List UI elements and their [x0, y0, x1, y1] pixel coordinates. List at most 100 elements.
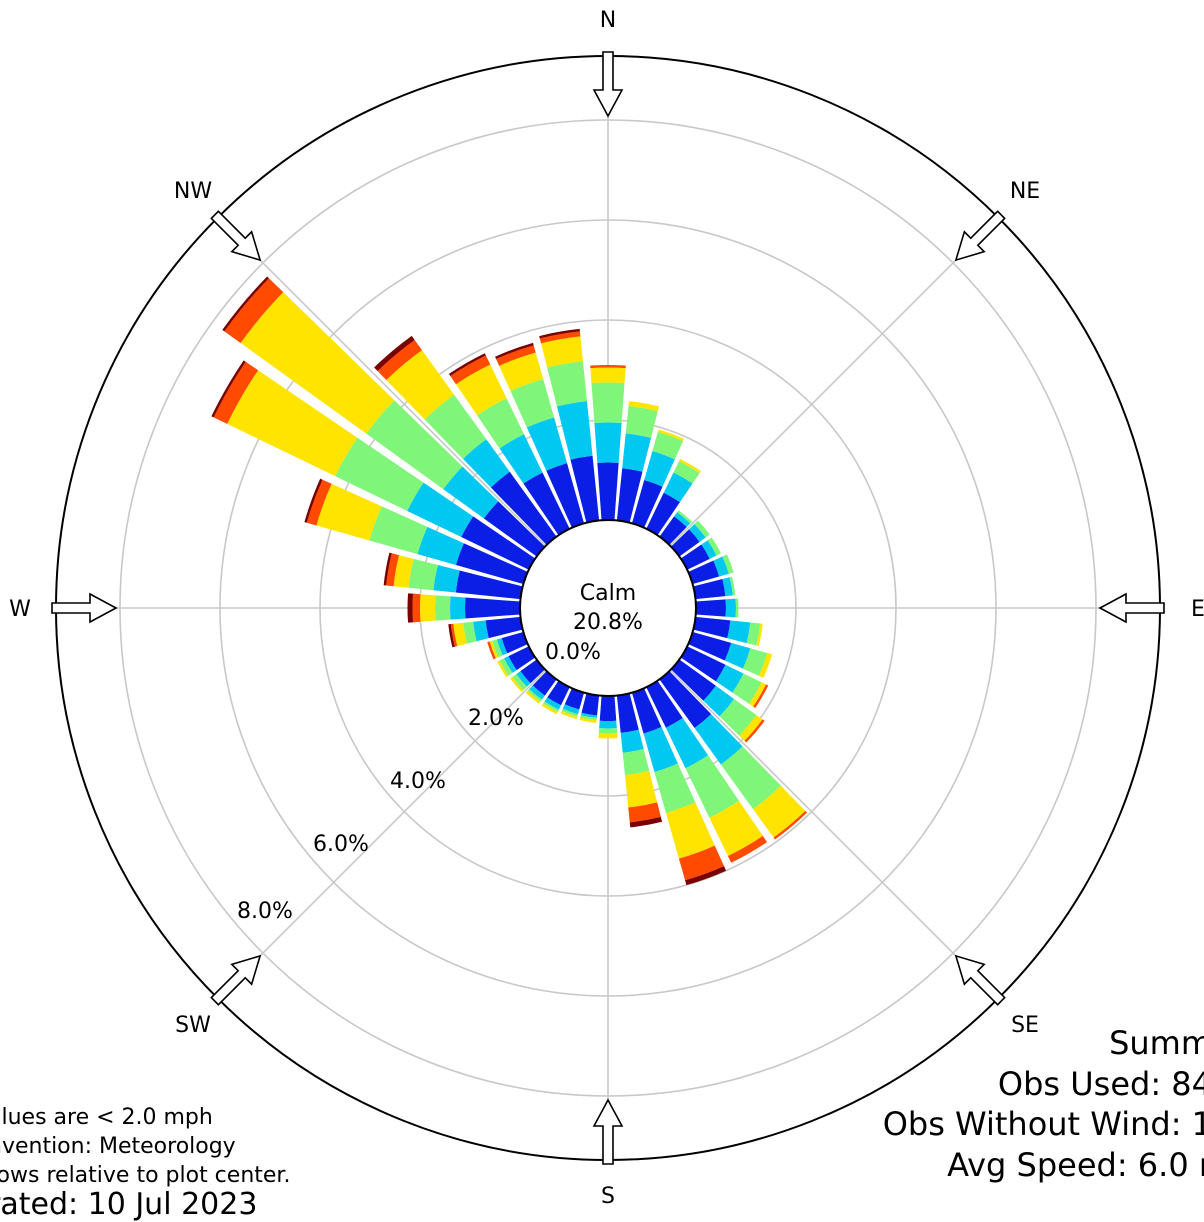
wind-bar-segment	[579, 717, 597, 723]
wind-bar-segment	[562, 704, 580, 715]
wind-bar-segment	[546, 463, 585, 528]
wind-bar-segment	[335, 437, 424, 511]
wind-bar-segment	[654, 763, 696, 813]
wind-bar-segment	[490, 471, 557, 545]
wind-bar-segment	[556, 401, 593, 460]
wind-bar-segment	[624, 770, 658, 808]
wind-bar-segment	[756, 623, 763, 647]
wind-bar-segment	[304, 478, 323, 523]
note-line-1: alues are < 2.0 mph	[0, 1105, 213, 1130]
wind-bar-segment	[735, 598, 739, 618]
wind-bar-segment	[222, 276, 269, 332]
wind-bar-segment	[685, 866, 727, 886]
wind-bar-segment	[539, 331, 581, 344]
wind-bar-segment	[590, 367, 626, 384]
wind-bar-segment	[659, 671, 712, 729]
wind-bar-segment	[544, 697, 561, 710]
direction-arrows	[51, 51, 1165, 1165]
wind-bar-segment	[561, 708, 578, 717]
wind-bar-segment	[435, 595, 451, 621]
wind-bar-segment	[620, 729, 644, 753]
wind-bar-segment	[433, 564, 460, 593]
wind-bar-segment	[455, 543, 528, 585]
direction-arrow	[51, 592, 118, 624]
wind-bar-segment	[366, 400, 463, 490]
wind-bar-segment	[644, 451, 675, 487]
wind-bar-segment	[744, 719, 765, 743]
summary-title: Summ	[1109, 1024, 1204, 1062]
wind-bar-segment	[316, 483, 382, 541]
grid-spoke	[669, 669, 999, 999]
wind-bar-segment	[680, 646, 726, 682]
wind-bar-segment	[646, 492, 680, 536]
wind-bar-segment	[722, 554, 734, 574]
wind-bar-segment	[408, 558, 438, 591]
wind-bar-segment	[671, 529, 700, 557]
wind-bar-segment	[523, 472, 570, 536]
wind-bar-segment	[487, 641, 496, 660]
direction-label-e: E	[1191, 597, 1204, 622]
wind-bar-segment	[455, 364, 507, 416]
direction-arrow	[1098, 592, 1165, 624]
wind-bar-segment	[455, 570, 523, 600]
wind-bar-segment	[580, 715, 597, 721]
wind-bar-segment	[597, 462, 619, 521]
wind-bar-segment	[581, 693, 600, 716]
wind-bar-segment	[564, 688, 585, 710]
wind-bar-segment	[673, 461, 700, 484]
wind-bar-segment	[240, 292, 395, 434]
wind-bar-segment	[703, 685, 735, 717]
wind-bar-segment	[477, 398, 525, 449]
wind-bar-segment	[417, 526, 464, 565]
wind-bar-segment	[665, 718, 709, 769]
wind-bar-segment	[227, 370, 358, 477]
direction-arrow	[954, 210, 1006, 262]
direction-label-ne: NE	[1010, 179, 1040, 204]
summary-avg-speed: Avg Speed: 6.0 r	[947, 1146, 1204, 1184]
wind-bar-segment	[707, 537, 721, 556]
wind-bar-segment	[749, 682, 767, 707]
wind-bar-segment	[374, 335, 415, 372]
grid-spoke	[217, 217, 547, 547]
wind-bar-segment	[407, 593, 414, 623]
wind-bar-segment	[461, 516, 536, 570]
wind-bar-segment	[622, 749, 650, 776]
wind-bar-segment	[727, 835, 768, 863]
wind-bar-segment	[510, 677, 524, 693]
wind-bar-segment	[709, 800, 763, 857]
direction-arrow	[210, 954, 262, 1006]
ring-label: 8.0%	[237, 899, 293, 924]
wind-bar-segment	[504, 656, 517, 673]
wind-bar-segment	[543, 701, 559, 712]
note-line-2: nvention: Meteorology	[0, 1134, 236, 1159]
wind-bar-segment	[685, 755, 739, 818]
wind-bar-segment	[485, 616, 523, 639]
direction-label-sw: SW	[175, 1013, 211, 1038]
wind-bar-segment	[746, 622, 761, 646]
wind-bar-segment	[499, 658, 513, 676]
wind-bar-segment	[674, 512, 691, 527]
wind-bar-segment	[652, 431, 684, 460]
wind-bar-segment	[722, 577, 733, 597]
wind-bar-segment	[701, 540, 717, 559]
wind-bar-segment	[532, 671, 557, 696]
summary-obs-used: Obs Used: 84	[997, 1065, 1204, 1103]
direction-arrow	[954, 954, 1006, 1006]
wind-bar-segment	[727, 620, 751, 644]
wind-bar-segment	[501, 631, 528, 654]
direction-label-w: W	[9, 597, 31, 622]
ring-label: 2.0%	[468, 706, 524, 731]
ring-label: 6.0%	[313, 832, 369, 857]
wind-bar-segment	[659, 516, 687, 545]
wind-bar-segment	[622, 433, 652, 472]
wind-bar-segment	[450, 355, 491, 385]
wind-bar-segment	[724, 642, 751, 669]
wind-bar-segment	[715, 664, 744, 693]
wind-bar-segment	[599, 695, 617, 721]
direction-arrow	[592, 51, 624, 118]
wind-bar-segment	[386, 350, 455, 420]
wind-bar-segment	[463, 621, 477, 644]
wind-bar-segment	[465, 597, 521, 619]
wind-bar-segment	[616, 468, 643, 523]
wind-bar-segment	[483, 501, 545, 557]
